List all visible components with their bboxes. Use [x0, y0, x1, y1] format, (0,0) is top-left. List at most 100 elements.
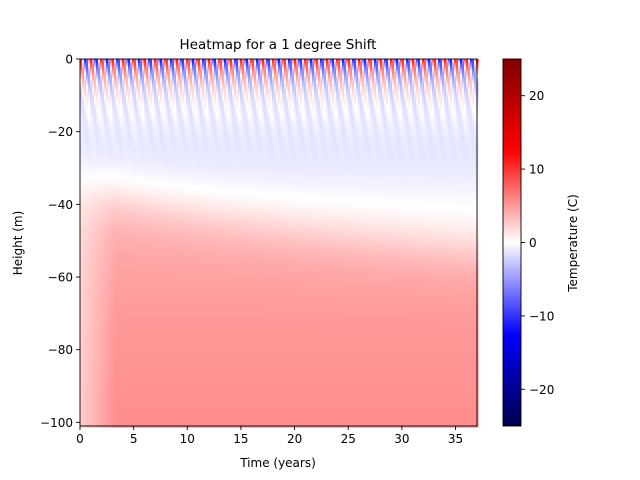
heatmap-cell — [82, 65, 85, 68]
heatmap-cell — [138, 73, 141, 76]
heatmap-cell — [452, 59, 455, 62]
heatmap-cell — [86, 69, 89, 72]
heatmap-cell — [300, 73, 303, 76]
heatmap-cell — [214, 81, 217, 84]
heatmap-cell — [460, 71, 463, 74]
heatmap-cell — [434, 77, 437, 80]
heatmap-cell — [340, 63, 343, 66]
heatmap-cell — [412, 61, 415, 64]
heatmap-cell — [332, 73, 335, 76]
heatmap-cell — [224, 65, 227, 68]
heatmap-cell — [182, 61, 185, 64]
heatmap-cell — [360, 65, 363, 68]
heatmap-cell — [400, 67, 403, 70]
heatmap-cell — [140, 63, 143, 66]
heatmap-cell — [162, 75, 165, 78]
heatmap-cell — [368, 75, 371, 78]
heatmap-cell — [260, 65, 263, 68]
heatmap-cell — [254, 75, 257, 78]
heatmap-cell — [164, 79, 167, 82]
heatmap-cell — [458, 63, 461, 66]
heatmap-cell — [342, 75, 345, 78]
heatmap-cell — [220, 71, 223, 74]
heatmap-cell — [254, 61, 257, 64]
heatmap-cell — [286, 79, 289, 82]
heatmap-cell — [154, 63, 157, 66]
heatmap-cell — [390, 75, 393, 78]
heatmap-cell — [214, 59, 217, 62]
heatmap-cell — [382, 77, 385, 80]
heatmap-cell — [88, 79, 91, 82]
heatmap-cell — [112, 59, 115, 62]
heatmap-cell — [324, 69, 327, 72]
heatmap-cell — [112, 67, 115, 70]
heatmap-cell — [222, 59, 225, 62]
heatmap-cell — [376, 59, 379, 62]
heatmap-cell — [394, 79, 397, 82]
heatmap-cell — [474, 71, 477, 74]
heatmap-cell — [134, 67, 137, 70]
heatmap-cell — [168, 59, 171, 62]
heatmap-cell — [132, 63, 135, 66]
heatmap-cell — [282, 59, 285, 62]
heatmap-cell — [414, 63, 417, 66]
heatmap-cell — [276, 69, 279, 72]
heatmap-cell — [308, 61, 311, 64]
heatmap-cell — [396, 71, 399, 74]
heatmap-cell — [178, 63, 181, 66]
heatmap-cell — [190, 63, 193, 66]
heatmap-cell — [410, 79, 413, 82]
heatmap-cell — [302, 71, 305, 74]
heatmap-cell — [166, 73, 169, 76]
heatmap-cell — [304, 69, 307, 72]
heatmap-cell — [114, 79, 117, 82]
heatmap-cell — [122, 59, 125, 62]
heatmap-cell — [124, 81, 127, 84]
heatmap-cell — [182, 81, 185, 84]
heatmap-cell — [198, 67, 201, 70]
heatmap-cell — [336, 65, 339, 68]
heatmap-cell — [100, 77, 103, 80]
heatmap-cell — [452, 69, 455, 72]
heatmap-cell — [112, 77, 115, 80]
heatmap-cell — [338, 69, 341, 72]
heatmap-cell — [112, 73, 115, 76]
heatmap-cell — [466, 77, 469, 80]
heatmap-cell — [370, 73, 373, 76]
heatmap-cell — [142, 75, 145, 78]
heatmap-cell — [458, 61, 461, 64]
heatmap-cell — [96, 69, 99, 72]
heatmap-cell — [352, 79, 355, 82]
heatmap-cell — [122, 77, 125, 80]
heatmap-cell — [342, 73, 345, 76]
heatmap-cell — [230, 63, 233, 66]
heatmap-cell — [252, 73, 255, 76]
heatmap-cell — [196, 81, 199, 84]
heatmap-cell — [230, 61, 233, 64]
heatmap-cell — [302, 73, 305, 76]
heatmap-cell — [280, 77, 283, 80]
heatmap-cell — [456, 79, 459, 82]
heatmap-cell — [284, 71, 287, 74]
heatmap-cell — [308, 63, 311, 66]
heatmap-cell — [112, 75, 115, 78]
heatmap-cell — [364, 67, 367, 70]
heatmap-cell — [244, 63, 247, 66]
heatmap-cell — [88, 81, 91, 84]
heatmap-cell — [372, 59, 375, 62]
heatmap-cell — [444, 75, 447, 78]
heatmap-cell — [120, 77, 123, 80]
heatmap-cell — [426, 63, 429, 66]
heatmap-cell — [178, 59, 181, 62]
heatmap-cell — [88, 69, 91, 72]
heatmap-cell — [200, 63, 203, 66]
heatmap-cell — [250, 73, 253, 76]
heatmap-cell — [158, 75, 161, 78]
heatmap-cell — [394, 65, 397, 68]
heatmap-cell — [210, 79, 213, 82]
heatmap-cell — [254, 71, 257, 74]
heatmap-cell — [244, 59, 247, 62]
heatmap-cell — [276, 79, 279, 82]
heatmap-cell — [152, 65, 155, 68]
heatmap-cell — [328, 71, 331, 74]
